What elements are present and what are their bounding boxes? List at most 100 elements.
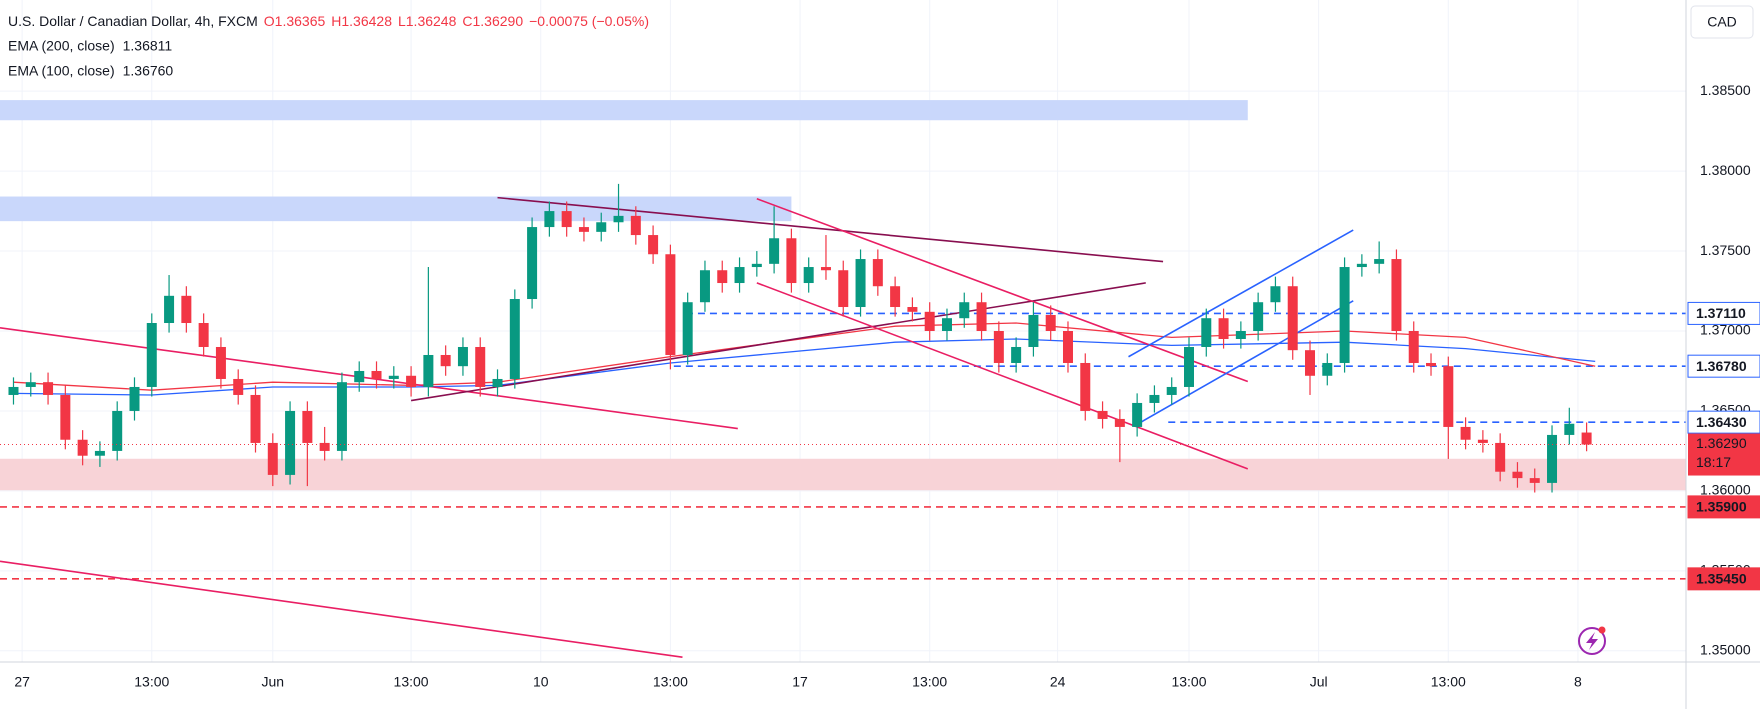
candle-body xyxy=(215,346,226,379)
candle-body xyxy=(1495,442,1506,472)
candle-body xyxy=(371,370,382,379)
candle-body xyxy=(1166,386,1177,395)
candle-body xyxy=(855,259,866,308)
x-tick-label: Jun xyxy=(261,674,284,690)
level-label: 1.36430 xyxy=(1696,414,1747,430)
candle-body xyxy=(302,410,313,443)
candle-body xyxy=(406,375,417,387)
currency-box[interactable] xyxy=(1690,5,1754,39)
candle-body xyxy=(1270,286,1281,303)
level-label-box xyxy=(1687,354,1760,378)
candle-body xyxy=(1374,259,1385,264)
x-tick-label: 13:00 xyxy=(1431,674,1466,690)
x-tick-label: 8 xyxy=(1574,674,1582,690)
alert-icon[interactable] xyxy=(1578,626,1606,655)
candle-body xyxy=(1512,471,1523,479)
countdown-label: 18:17 xyxy=(1696,454,1731,470)
candle-body xyxy=(336,382,347,451)
candle-body xyxy=(976,302,987,331)
candle-body xyxy=(941,318,952,331)
current-price-box xyxy=(1688,433,1760,476)
candle-body xyxy=(682,302,693,355)
level-label-box xyxy=(1687,301,1760,325)
zone xyxy=(0,100,1248,121)
candle-body xyxy=(164,295,175,324)
candle-body xyxy=(544,211,555,228)
x-tick-label: 13:00 xyxy=(912,674,947,690)
candle-body xyxy=(717,270,728,284)
candle-body xyxy=(509,299,520,379)
candle-body xyxy=(993,331,1004,363)
candle-body xyxy=(890,286,901,308)
candle-body xyxy=(475,346,486,387)
candle-body xyxy=(1581,432,1592,445)
candle-body xyxy=(1235,331,1246,339)
level-label-box xyxy=(1687,410,1760,434)
candle-body xyxy=(94,450,105,456)
candle-body xyxy=(250,394,261,443)
candle-body xyxy=(1183,346,1194,387)
y-tick-label: 1.38500 xyxy=(1700,82,1751,98)
candle-body xyxy=(1426,362,1437,367)
trendline xyxy=(410,282,1146,402)
level-label-box xyxy=(1687,567,1760,591)
candle-body xyxy=(907,307,918,312)
candle-body xyxy=(1322,362,1333,376)
trendline xyxy=(1133,300,1354,427)
level-label: 1.35450 xyxy=(1696,571,1747,587)
candle-body xyxy=(1218,318,1229,339)
zone xyxy=(0,458,1686,491)
candle-body xyxy=(1045,315,1056,331)
candle-body xyxy=(60,394,71,440)
candle-body xyxy=(25,382,36,387)
plot-area xyxy=(0,0,1686,662)
candle-body xyxy=(838,270,849,308)
candle-body xyxy=(1460,426,1471,440)
candle-body xyxy=(77,439,88,456)
candle-body xyxy=(1011,346,1022,363)
x-tick-label: 10 xyxy=(533,674,549,690)
candle-body xyxy=(699,270,710,303)
candle-body xyxy=(181,295,192,324)
x-tick-label: 17 xyxy=(792,674,808,690)
trendline xyxy=(497,196,1164,263)
candle-body xyxy=(1114,418,1125,427)
candle-body xyxy=(1132,402,1143,427)
candle-body xyxy=(457,346,468,367)
header-item: O1.36365 xyxy=(264,13,326,29)
candle-body xyxy=(388,375,399,379)
header-item: L1.36248 xyxy=(398,13,457,29)
x-tick-label: Jul xyxy=(1310,674,1328,690)
candle-body xyxy=(613,215,624,223)
candle-body xyxy=(924,311,935,331)
candle-body xyxy=(8,386,19,395)
y-tick-label: 1.37500 xyxy=(1700,242,1751,258)
candle-body xyxy=(1547,434,1558,483)
candle-body xyxy=(146,323,157,387)
current-price-label: 1.36290 xyxy=(1696,435,1747,451)
level-label: 1.36780 xyxy=(1696,358,1747,374)
indicator-name: EMA (200, close) xyxy=(8,38,115,54)
level-label: 1.35900 xyxy=(1696,499,1747,515)
x-tick-label: 24 xyxy=(1050,674,1066,690)
candle-body xyxy=(803,267,814,284)
candle-body xyxy=(492,378,503,387)
candle-body xyxy=(1062,331,1073,363)
candle-body xyxy=(769,238,780,264)
candle-body xyxy=(129,386,140,411)
y-tick-label: 1.35000 xyxy=(1700,642,1751,658)
header-item: U.S. Dollar / Canadian Dollar, 4h, FXCM xyxy=(8,13,258,29)
candle-body xyxy=(1097,410,1108,419)
candle-body xyxy=(665,254,676,355)
candle-body xyxy=(734,267,745,284)
level-label-box xyxy=(1687,495,1760,519)
x-tick-label: 13:00 xyxy=(1171,674,1206,690)
trendline xyxy=(756,282,1249,470)
header: U.S. Dollar / Canadian Dollar, 4h, FXCM O… xyxy=(8,13,649,29)
candle-body xyxy=(596,222,607,232)
trendline xyxy=(1128,229,1354,358)
x-tick-label: 13:00 xyxy=(134,674,169,690)
candle-body xyxy=(959,302,970,319)
candle-body xyxy=(1201,318,1212,347)
